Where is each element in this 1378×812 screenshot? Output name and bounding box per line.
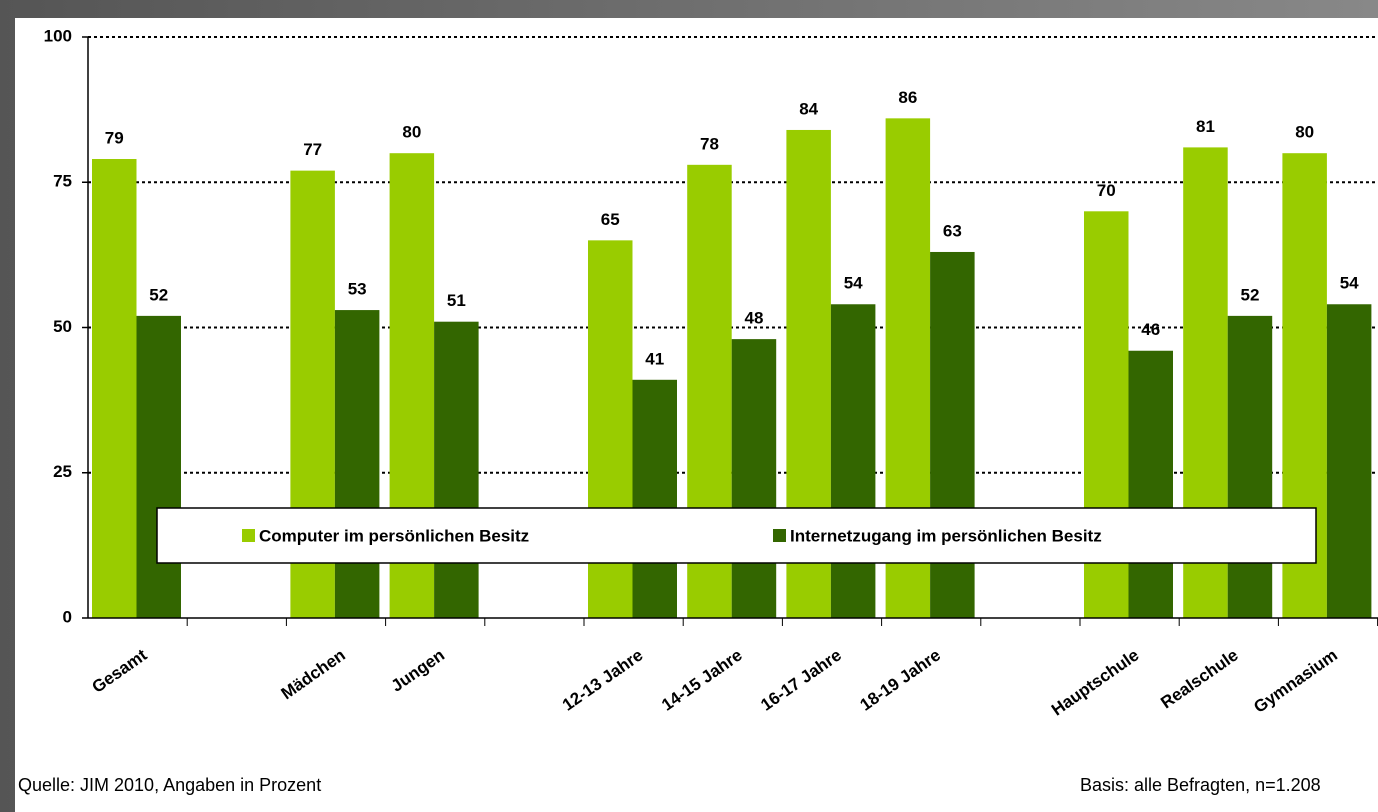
y-tick-label: 100 (44, 26, 72, 45)
value-label: 86 (898, 88, 917, 107)
value-label: 52 (1240, 285, 1259, 304)
value-label: 52 (149, 285, 168, 304)
bar (830, 304, 876, 618)
y-tick-label: 0 (63, 607, 72, 626)
legend-label: Computer im persönlichen Besitz (259, 526, 529, 545)
bar (632, 379, 677, 618)
value-label: 65 (601, 210, 620, 229)
bar (1326, 304, 1372, 618)
value-label: 80 (1295, 123, 1314, 142)
bar (92, 159, 137, 618)
legend-swatch (242, 529, 255, 542)
value-label: 51 (447, 291, 466, 310)
bar (434, 321, 479, 618)
value-label: 54 (844, 274, 863, 293)
value-label: 48 (744, 309, 763, 328)
note: Basis: alle Befragten, n=1.208 (1080, 775, 1321, 795)
bar (731, 339, 777, 618)
value-label: 77 (303, 140, 322, 159)
value-label: 78 (700, 134, 719, 153)
value-label: 53 (348, 280, 367, 299)
value-label: 63 (943, 221, 962, 240)
value-label: 46 (1141, 320, 1160, 339)
value-label: 80 (402, 123, 421, 142)
bar (1227, 315, 1273, 618)
value-label: 79 (105, 128, 124, 147)
bar (334, 310, 380, 618)
value-label: 81 (1196, 117, 1215, 136)
value-label: 54 (1340, 274, 1359, 293)
y-tick-label: 25 (53, 462, 72, 481)
source: Quelle: JIM 2010, Angaben in Prozent (18, 775, 321, 795)
legend-label: Internetzugang im persönlichen Besitz (790, 526, 1102, 545)
value-label: 70 (1097, 181, 1116, 200)
bar (136, 315, 181, 618)
value-label: 41 (645, 349, 664, 368)
bar (1128, 350, 1173, 618)
y-tick-label: 75 (53, 172, 72, 191)
legend-swatch (773, 529, 786, 542)
y-tick-label: 50 (53, 317, 72, 336)
value-label: 84 (799, 99, 818, 118)
legend (156, 507, 1317, 564)
